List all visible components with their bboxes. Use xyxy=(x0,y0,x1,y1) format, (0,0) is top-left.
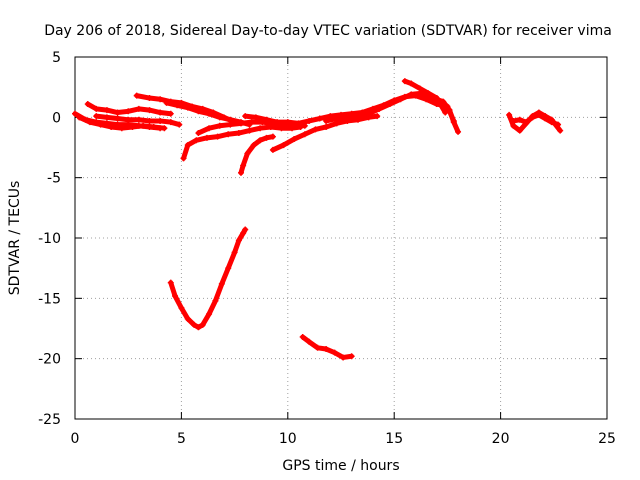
point-cluster xyxy=(225,249,238,271)
x-tick-label: 10 xyxy=(279,431,297,447)
x-tick-label: 15 xyxy=(385,431,403,447)
y-tick-label: -15 xyxy=(38,291,61,307)
x-tick-label: 25 xyxy=(598,431,616,447)
series-arc-15 xyxy=(299,333,355,361)
data-point xyxy=(176,121,183,128)
point-cluster xyxy=(434,95,448,116)
grid-lines xyxy=(75,57,607,419)
y-tick-labels: 5 0 -5 -10 -15 -20 -25 xyxy=(38,50,61,428)
x-tick-label: 20 xyxy=(492,431,510,447)
point-cluster xyxy=(212,281,225,304)
point-cluster xyxy=(451,119,461,135)
data-point xyxy=(161,125,168,132)
point-cluster xyxy=(219,265,231,287)
data-point xyxy=(442,109,449,116)
series-arc-2 xyxy=(76,114,168,132)
y-tick-label: -5 xyxy=(47,171,61,187)
data-point xyxy=(242,226,249,233)
y-tick-label: 5 xyxy=(52,50,61,66)
y-tick-label: -25 xyxy=(38,412,61,428)
data-point xyxy=(348,353,355,360)
data-point xyxy=(557,127,564,134)
axis-ticks xyxy=(74,56,608,420)
x-tick-label: 0 xyxy=(71,431,80,447)
data-points xyxy=(72,78,564,361)
data-point xyxy=(455,128,462,135)
series-arc-14 xyxy=(167,226,249,331)
series-arc-4 xyxy=(93,113,183,128)
data-point xyxy=(555,121,562,128)
series-arc-17 xyxy=(510,111,562,128)
y-tick-label: -20 xyxy=(38,352,61,368)
x-tick-label: 5 xyxy=(177,431,186,447)
data-point xyxy=(269,133,276,140)
y-tick-label: -10 xyxy=(38,231,61,247)
x-tick-labels: 0 5 10 15 20 25 xyxy=(71,431,616,447)
chart-title: Day 206 of 2018, Sidereal Day-to-day VTE… xyxy=(44,23,612,39)
data-point xyxy=(167,110,174,117)
series-arc-13 xyxy=(401,78,449,116)
y-tick-label: 0 xyxy=(52,110,61,126)
data-point xyxy=(374,113,381,120)
series-arc-9 xyxy=(237,133,276,176)
series-arc-3 xyxy=(84,101,174,117)
y-axis-label: SDTVAR / TECUs xyxy=(7,181,23,296)
x-axis-label: GPS time / hours xyxy=(282,458,399,474)
